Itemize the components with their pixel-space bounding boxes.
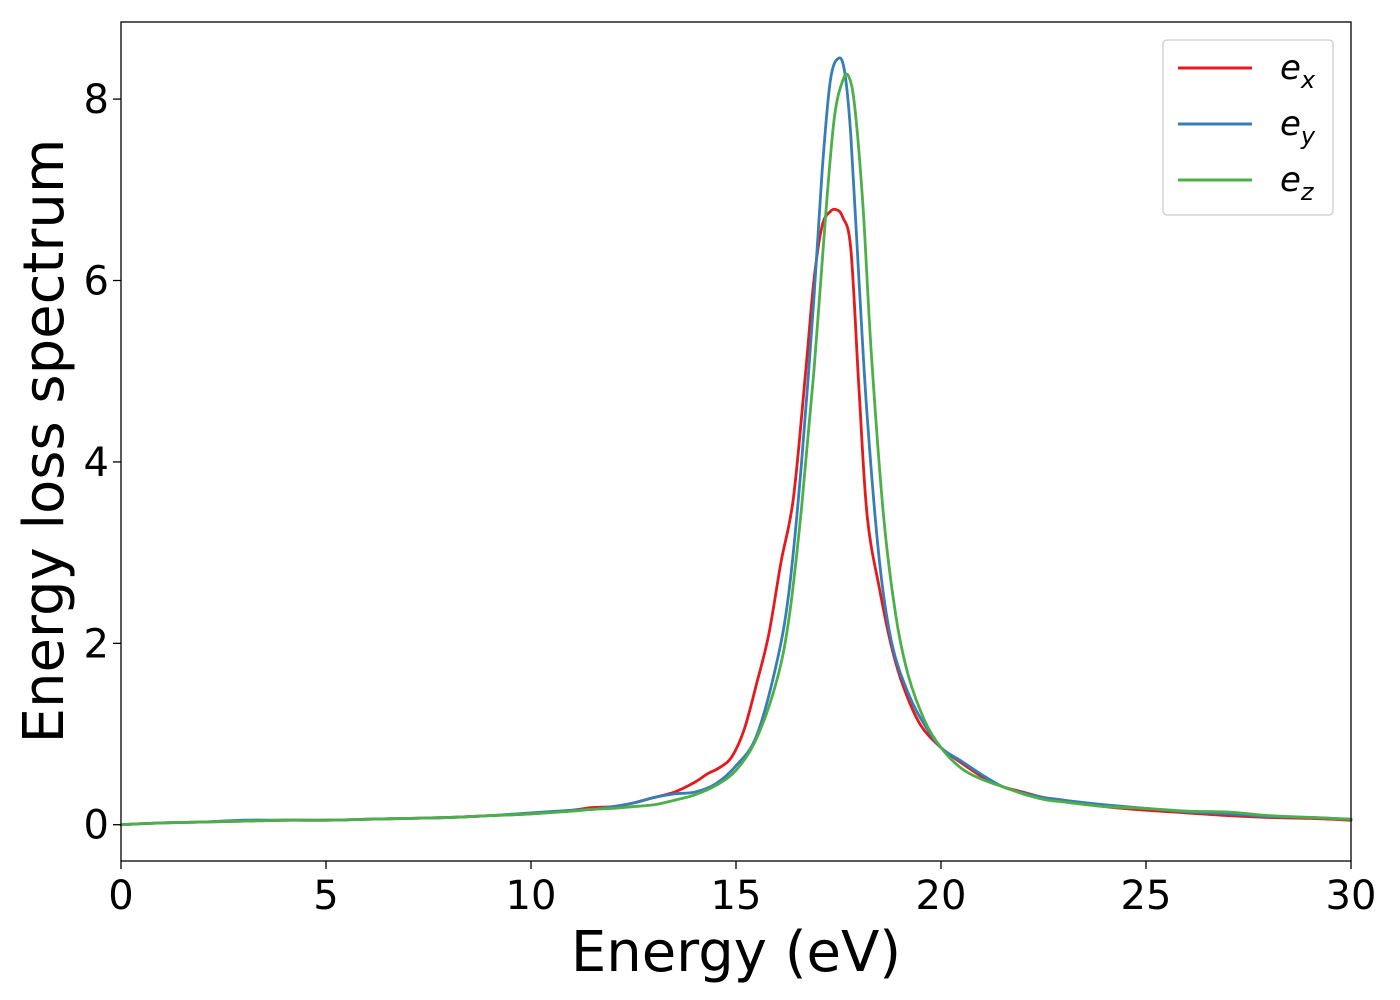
series-lines: [119, 56, 1353, 827]
x-tick-label: 5: [313, 873, 338, 919]
x-tick-label: 20: [916, 873, 967, 919]
x-axis-label: Energy (eV): [571, 920, 901, 985]
x-tick-label: 0: [108, 873, 133, 919]
y-axis-ticks: 0 2 4 6 8: [84, 77, 121, 849]
y-tick-label: 4: [84, 440, 109, 486]
series-line-z: [119, 72, 1353, 827]
y-tick-label: 6: [84, 259, 109, 305]
y-tick-label: 8: [84, 77, 109, 123]
x-tick-label: 25: [1121, 873, 1172, 919]
y-tick-label: 2: [84, 621, 109, 667]
x-tick-label: 10: [506, 873, 557, 919]
x-tick-label: 15: [711, 873, 762, 919]
x-axis-ticks: 0 5 10 15 20 25 30: [108, 861, 1376, 919]
y-tick-label: 0: [84, 803, 109, 849]
legend-box: [1162, 39, 1334, 216]
plot-background: [121, 22, 1351, 861]
y-axis-label: Energy loss spectrum: [12, 139, 77, 744]
x-tick-label: 30: [1326, 873, 1377, 919]
